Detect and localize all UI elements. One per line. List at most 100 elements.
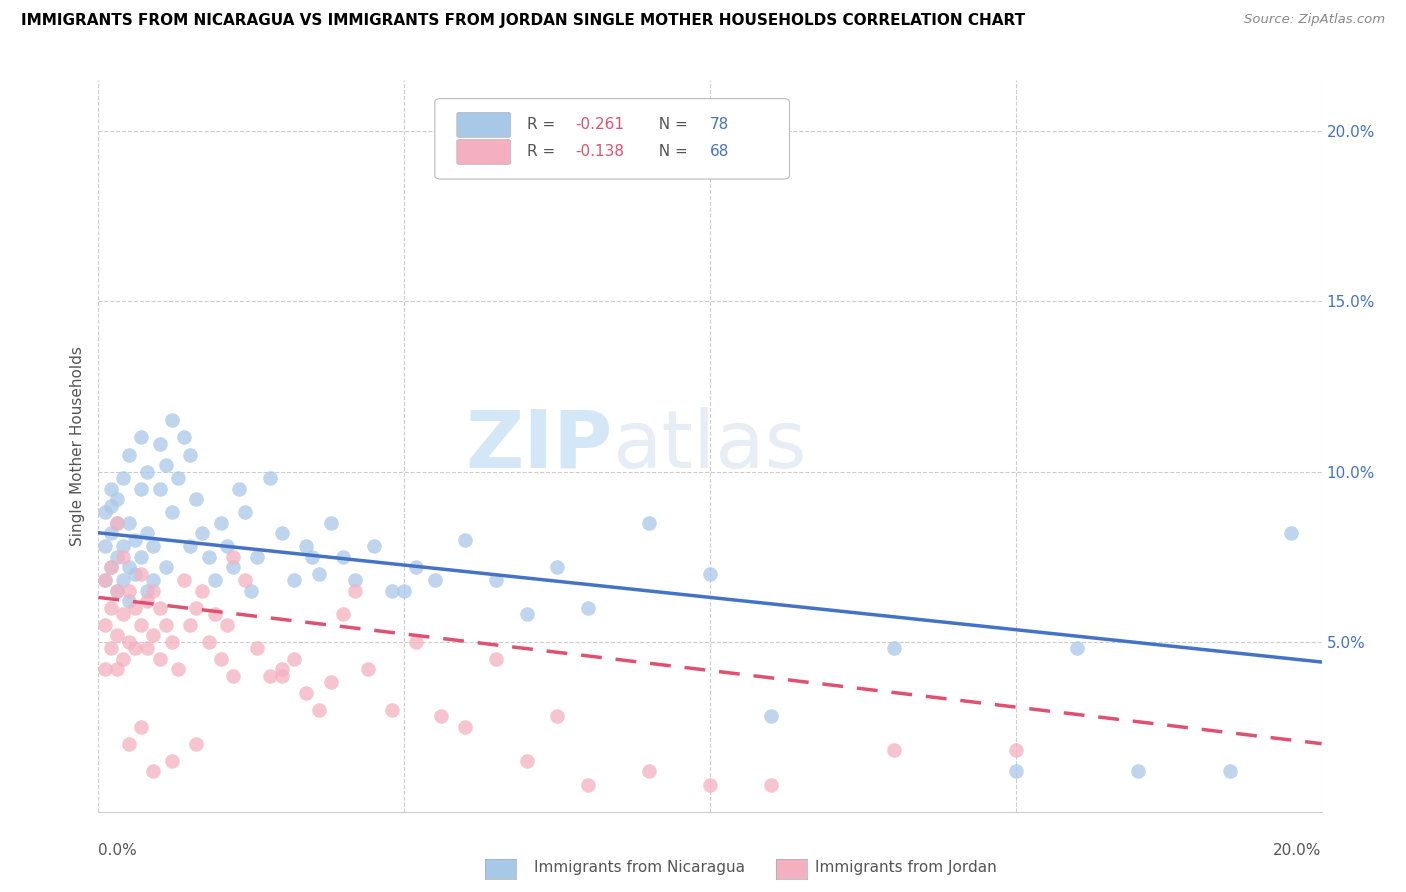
Point [93,540,115,554]
Point [308,566,330,581]
Point [204,607,226,622]
Point [160,754,183,768]
Point [246,549,269,564]
Point [454,141,477,155]
Point [356,662,378,676]
Point [129,566,152,581]
Text: IMMIGRANTS FROM NICARAGUA VS IMMIGRANTS FROM JORDAN SINGLE MOTHER HOUSEHOLDS COR: IMMIGRANTS FROM NICARAGUA VS IMMIGRANTS … [21,13,1025,29]
Text: Immigrants from Jordan: Immigrants from Jordan [815,860,997,874]
Point [240,583,263,598]
Point [1004,764,1026,778]
Text: -0.138: -0.138 [575,145,624,160]
Point [186,737,208,751]
Point [576,777,599,791]
Point [392,583,416,598]
Point [222,559,245,574]
Point [259,471,281,485]
Point [283,651,305,665]
Point [485,574,508,588]
Point [1004,743,1026,757]
Point [319,516,342,530]
Point [295,686,318,700]
Point [637,516,661,530]
Point [105,549,128,564]
Point [93,574,115,588]
Point [546,559,568,574]
Point [301,549,323,564]
Point [222,549,245,564]
Point [405,559,427,574]
Point [332,549,354,564]
Point [1128,764,1150,778]
Point [118,516,141,530]
Point [142,540,165,554]
FancyBboxPatch shape [457,112,510,137]
Point [576,600,599,615]
Point [173,574,195,588]
Point [167,662,190,676]
Point [167,471,190,485]
Y-axis label: Single Mother Households: Single Mother Households [69,346,84,546]
Point [637,764,661,778]
Point [516,607,538,622]
Point [105,516,128,530]
Point [319,675,342,690]
Point [124,566,146,581]
Point [111,540,134,554]
Point [191,583,214,598]
Point [209,516,232,530]
Point [111,549,134,564]
Point [173,430,195,444]
Point [105,491,128,506]
Point [118,594,141,608]
Point [118,448,141,462]
Point [1219,764,1241,778]
Point [228,482,250,496]
Point [546,709,568,723]
Point [344,583,367,598]
Point [295,540,318,554]
Point [759,709,782,723]
Point [118,634,141,648]
Point [405,634,427,648]
Point [118,559,141,574]
Point [215,617,238,632]
Text: N =: N = [648,145,693,160]
Point [124,600,146,615]
Point [270,525,292,540]
Point [160,634,183,648]
Point [197,634,219,648]
Point [105,628,128,642]
FancyBboxPatch shape [434,99,790,179]
Text: 20.0%: 20.0% [1274,843,1322,858]
Point [105,516,128,530]
Point [270,668,292,682]
Point [155,617,177,632]
Point [129,549,152,564]
Point [124,533,146,547]
Point [332,607,354,622]
Text: R =: R = [526,145,560,160]
Point [191,525,214,540]
Point [100,600,122,615]
Point [111,607,134,622]
Point [149,651,172,665]
Point [100,482,122,496]
Point [93,505,115,519]
Point [344,574,367,588]
Point [454,720,477,734]
Point [149,437,172,451]
Point [100,559,122,574]
Point [155,559,177,574]
Point [129,430,152,444]
Point [699,777,721,791]
Point [215,540,238,554]
Point [111,574,134,588]
Point [155,458,177,472]
Point [283,574,305,588]
Point [197,549,219,564]
Point [454,533,477,547]
Point [129,720,152,734]
Point [129,617,152,632]
Point [883,743,905,757]
